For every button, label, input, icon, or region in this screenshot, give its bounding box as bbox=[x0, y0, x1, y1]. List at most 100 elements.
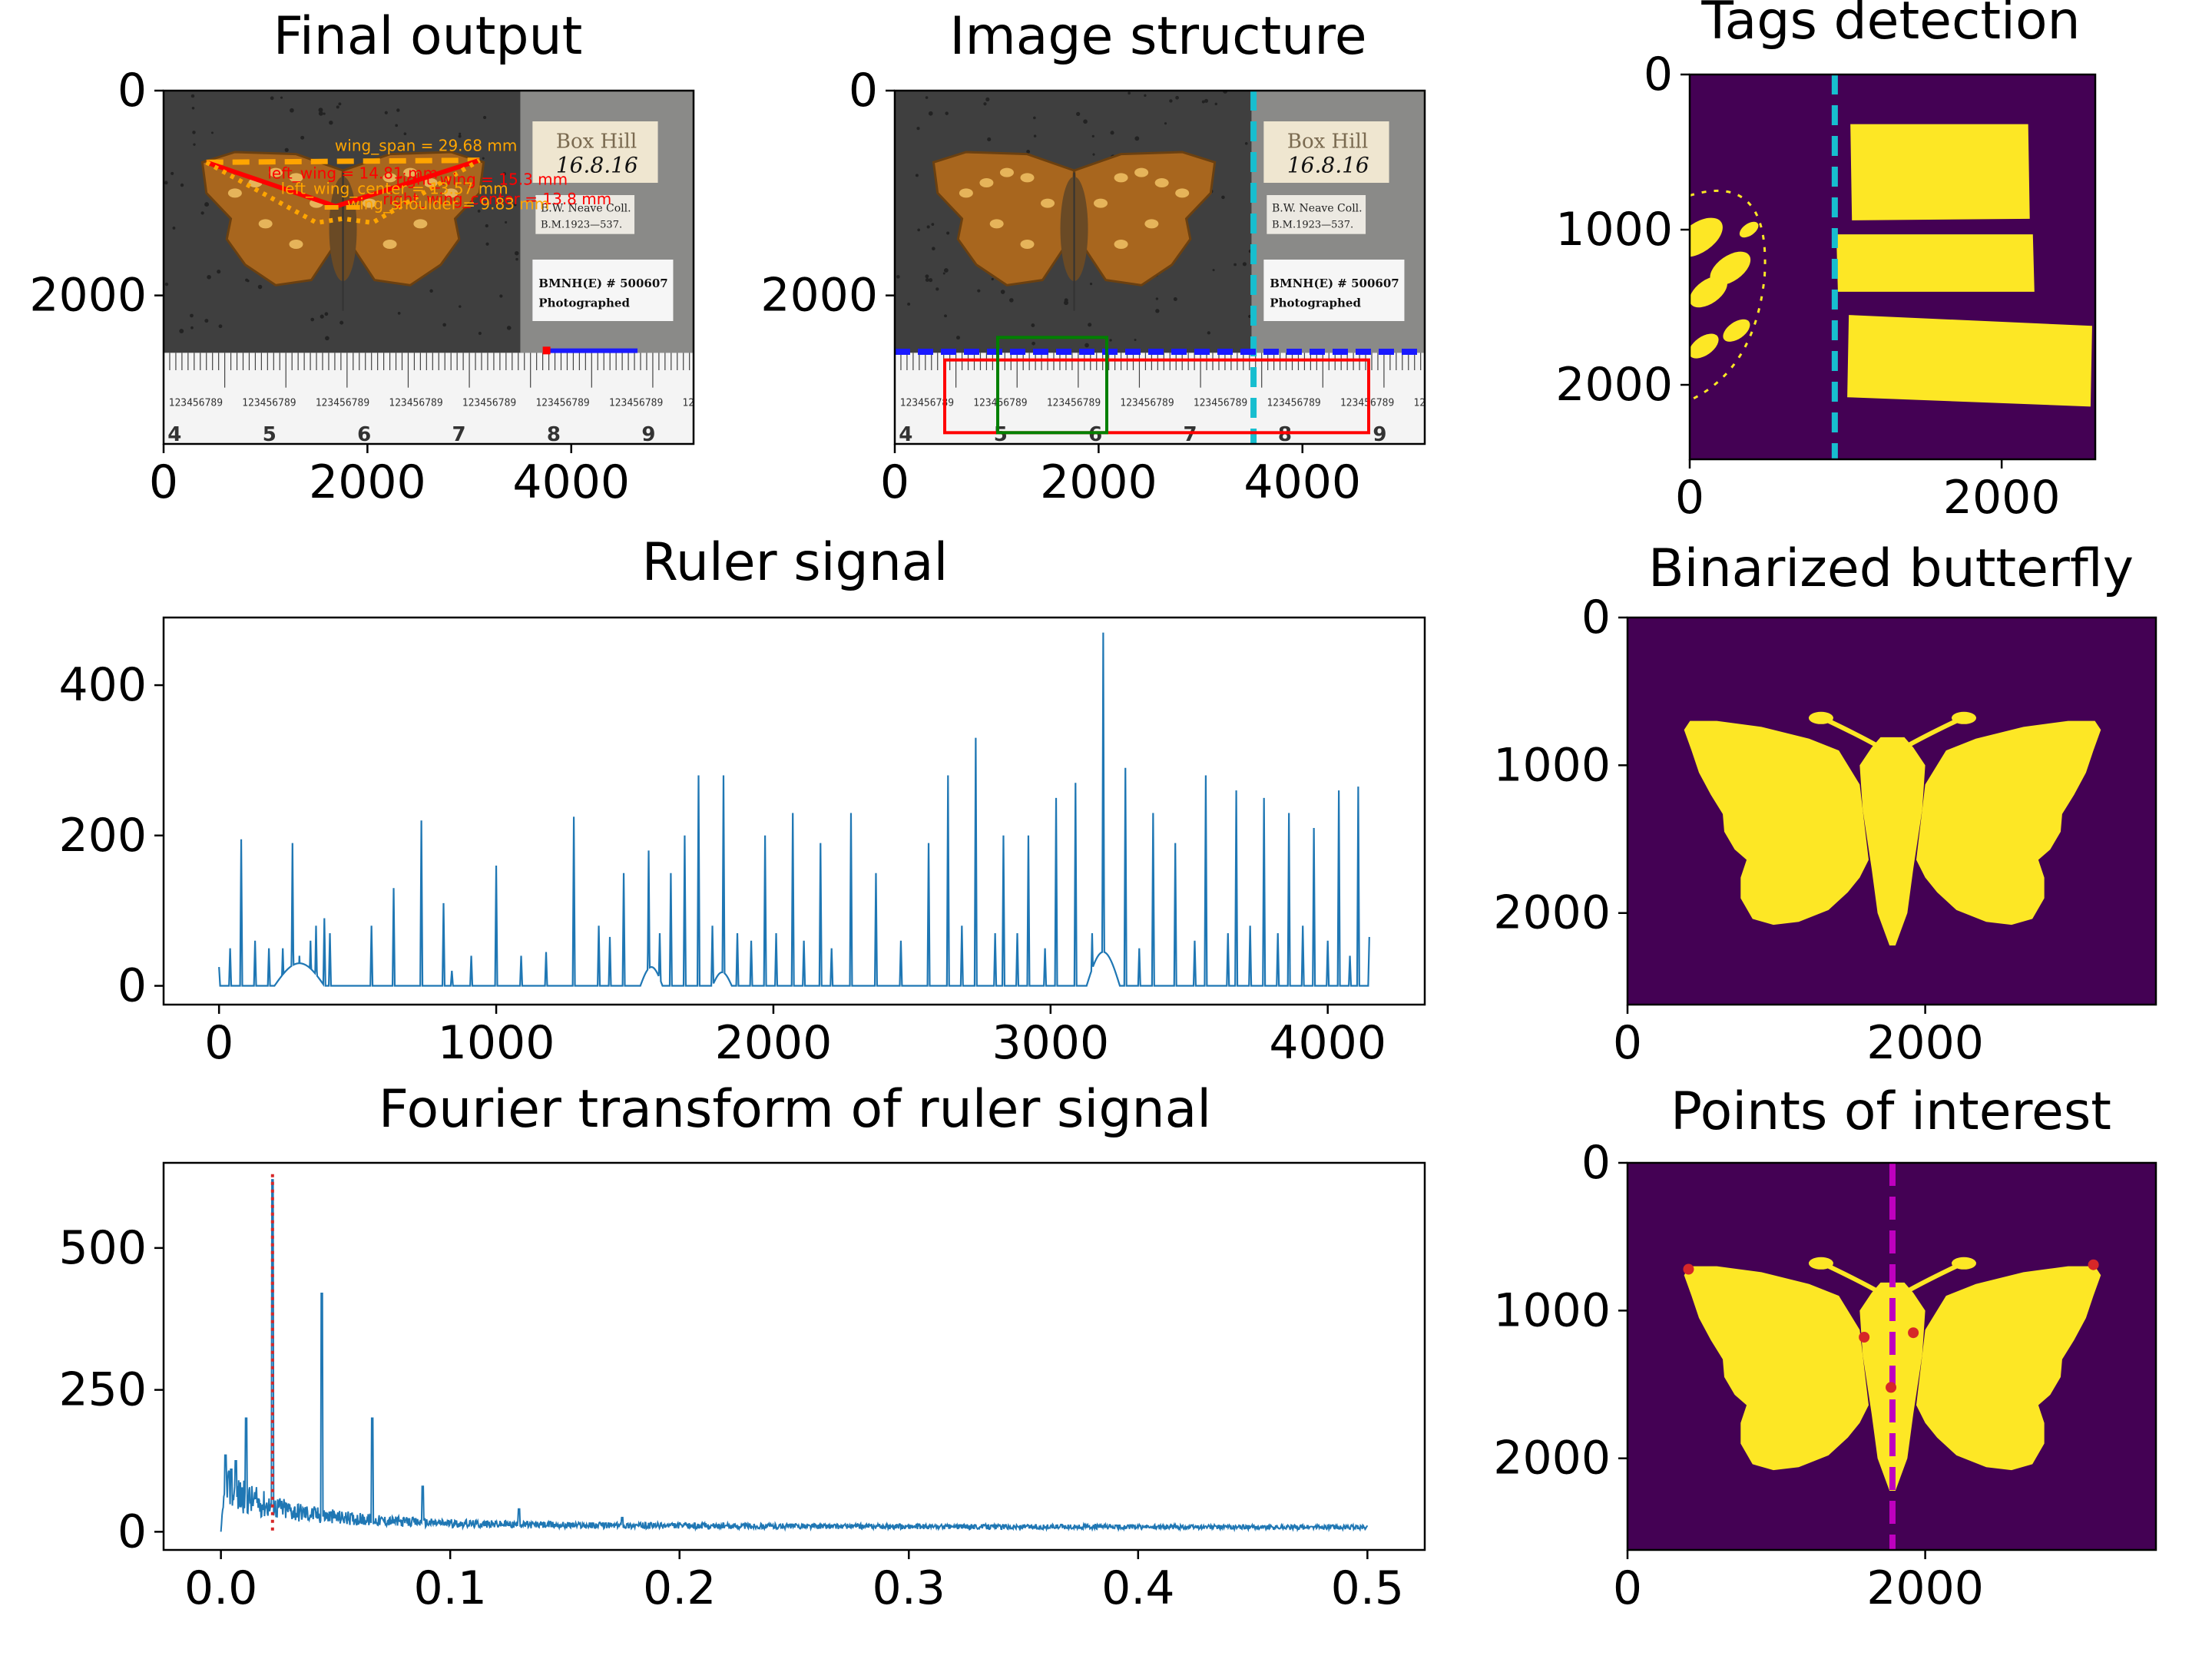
measurement-annotation: right_wing_center = 13.8 mm bbox=[382, 190, 611, 208]
board-speckle bbox=[190, 94, 195, 98]
board-speckle bbox=[1026, 150, 1031, 154]
locality-label bbox=[532, 121, 658, 183]
y-tick-label: 400 bbox=[58, 658, 147, 712]
wing-spot bbox=[1144, 219, 1159, 229]
board-speckle bbox=[1033, 116, 1036, 120]
ruler-digit: 4 bbox=[167, 423, 181, 446]
board-speckle bbox=[1155, 297, 1159, 300]
board-speckle bbox=[245, 278, 249, 282]
specimen-label-text: B.W. Neave Coll. bbox=[541, 202, 631, 214]
wing-spot-fragment bbox=[1723, 319, 1750, 342]
specimen-label-text: B.W. Neave Coll. bbox=[1272, 202, 1363, 214]
board-speckle bbox=[991, 277, 994, 281]
wing-edge-fragment bbox=[1690, 189, 1767, 402]
x-tick-label: 0 bbox=[1613, 1561, 1642, 1615]
y-tick-label: 1000 bbox=[1493, 1283, 1611, 1337]
measurement-annotation: wing_span = 29.68 mm bbox=[335, 137, 517, 155]
board-speckle bbox=[983, 102, 987, 106]
board-speckle bbox=[320, 314, 324, 319]
wing-spot bbox=[413, 219, 428, 229]
board-speckle bbox=[1064, 300, 1069, 306]
left-antenna-mask bbox=[1824, 717, 1882, 750]
board-speckle bbox=[325, 336, 329, 341]
x-tick-label: 1000 bbox=[438, 1016, 555, 1070]
measurement-annotation: left_wing_center = 13.57 mm bbox=[281, 180, 508, 198]
ruler-digit: 7 bbox=[1184, 423, 1197, 446]
board-speckle bbox=[290, 108, 294, 113]
board-speckle bbox=[336, 105, 339, 109]
right-wing-mask bbox=[1916, 720, 2101, 926]
x-tick-label: 2000 bbox=[309, 455, 426, 509]
y-tick-label: 2000 bbox=[1493, 1432, 1611, 1485]
x-tick-label: 2000 bbox=[1040, 455, 1157, 509]
wing-spot bbox=[1020, 240, 1035, 249]
wing-spot bbox=[268, 167, 283, 177]
board-speckle bbox=[164, 180, 168, 185]
x-tick-label: 0.0 bbox=[184, 1561, 257, 1615]
specimen-label-text: Photographed bbox=[538, 296, 630, 310]
board-speckle bbox=[270, 96, 274, 101]
board-speckle bbox=[944, 314, 947, 318]
board-speckle bbox=[916, 127, 920, 131]
board-speckle bbox=[204, 319, 209, 323]
panel-points-of-interest: Points of interest 0 2000 0 1000 2000 bbox=[1493, 1081, 2157, 1615]
board-speckle bbox=[1207, 331, 1210, 335]
ruler-digit: 9 bbox=[641, 423, 655, 446]
x-tick-label: 0 bbox=[1675, 471, 1704, 525]
point-of-interest bbox=[1908, 1327, 1919, 1339]
board-speckle bbox=[925, 278, 929, 282]
board-speckle bbox=[193, 143, 196, 146]
wing-spot bbox=[1094, 198, 1108, 208]
ruler-fine-text: 123456789 bbox=[535, 398, 589, 409]
right-antenna-mask bbox=[1902, 1263, 1961, 1295]
x-tick-label: 4000 bbox=[512, 455, 630, 509]
scale-bar-start bbox=[542, 346, 551, 355]
wing-spot bbox=[999, 167, 1014, 177]
board-speckle bbox=[204, 202, 210, 207]
wing-spot bbox=[227, 188, 242, 198]
board-speckle bbox=[987, 137, 992, 142]
board-speckle bbox=[1214, 102, 1218, 106]
specimen-label-text: Box Hill bbox=[556, 131, 637, 154]
board-speckle bbox=[396, 108, 400, 112]
panel-title: Ruler signal bbox=[642, 532, 949, 593]
board-speckle bbox=[1009, 298, 1014, 303]
poi-image bbox=[1628, 1163, 2156, 1550]
ruler-digit: 8 bbox=[547, 423, 561, 446]
x-tick-label: 2000 bbox=[715, 1016, 833, 1070]
antenna-club bbox=[1951, 711, 1976, 724]
ruler-fine-text: 123456789 bbox=[169, 398, 223, 409]
wing-spot-fragment bbox=[1690, 217, 1723, 257]
ruler-fine-text: 123456789 bbox=[462, 398, 516, 409]
board-speckle bbox=[284, 147, 289, 152]
board-speckle bbox=[942, 272, 945, 275]
board-speckle bbox=[478, 331, 482, 336]
point-of-interest bbox=[1859, 1331, 1870, 1343]
point-of-interest bbox=[1683, 1263, 1694, 1275]
board-speckle bbox=[515, 250, 519, 256]
x-tick-label: 2000 bbox=[1943, 471, 2061, 525]
collection-label bbox=[1267, 195, 1366, 234]
body-mask bbox=[1859, 737, 1926, 946]
board-speckle bbox=[338, 102, 342, 106]
board-speckle bbox=[932, 247, 935, 250]
board-speckle bbox=[1212, 269, 1215, 272]
ruler-digit: 4 bbox=[899, 423, 912, 446]
y-tick-label: 1000 bbox=[1555, 203, 1673, 257]
fourier-spectrum-line bbox=[220, 1179, 1369, 1533]
ruler-fine-text: 123456789 bbox=[1267, 398, 1320, 409]
point-of-interest bbox=[2088, 1259, 2099, 1270]
ruler-fine-text: 123456789 bbox=[900, 398, 954, 409]
axes-frame bbox=[1626, 616, 2157, 1006]
specimen-label-text: 16.8.16 bbox=[1287, 153, 1369, 178]
x-tick-label: 0 bbox=[880, 455, 909, 509]
board-speckle bbox=[210, 131, 214, 134]
ruler-fine-text: 123456789 bbox=[242, 398, 296, 409]
board-speckle bbox=[1109, 339, 1112, 342]
ruler-digit: 6 bbox=[1088, 423, 1102, 446]
axes-frame bbox=[1626, 1161, 2157, 1551]
specimen-label-text: B.M.1923—537. bbox=[541, 220, 622, 231]
x-tick-label: 0 bbox=[204, 1016, 233, 1070]
board-speckle bbox=[917, 228, 921, 232]
